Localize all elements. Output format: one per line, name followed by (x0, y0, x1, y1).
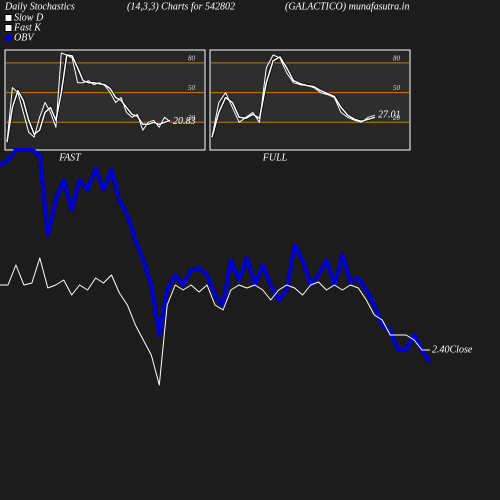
y-tick-label: 50 (393, 84, 401, 92)
header-center: (14,3,3) Charts for 542802 (127, 1, 235, 12)
legend-swatch (4, 14, 13, 22)
value-label: 20.83 (173, 116, 196, 127)
stochastic-line (6, 54, 171, 143)
obv-line (0, 148, 432, 364)
panel-title: FAST (58, 152, 82, 163)
stochastic-line (211, 56, 376, 138)
legend-label: Slow D (14, 12, 44, 23)
y-tick-label: 50 (188, 84, 196, 92)
legend-swatch (5, 34, 12, 42)
legend-label: OBV (14, 32, 35, 43)
value-label: 27.01 (378, 110, 401, 121)
stochastic-line (211, 54, 376, 138)
header-right: (GALACTICO) munafasutra.in (285, 1, 409, 12)
y-tick-label: 80 (188, 54, 196, 62)
panel-title: FULL (262, 152, 288, 163)
y-tick-label: 20 (393, 114, 401, 122)
stochastic-line (6, 52, 171, 143)
close-line (0, 257, 430, 386)
legend-swatch (4, 24, 13, 32)
y-tick-label: 20 (188, 114, 196, 122)
legend-label: Fast K (13, 22, 42, 33)
value-label: 2.40Close (432, 344, 473, 355)
header-left: Daily Stochastics (4, 1, 75, 12)
y-tick-label: 80 (393, 54, 401, 62)
